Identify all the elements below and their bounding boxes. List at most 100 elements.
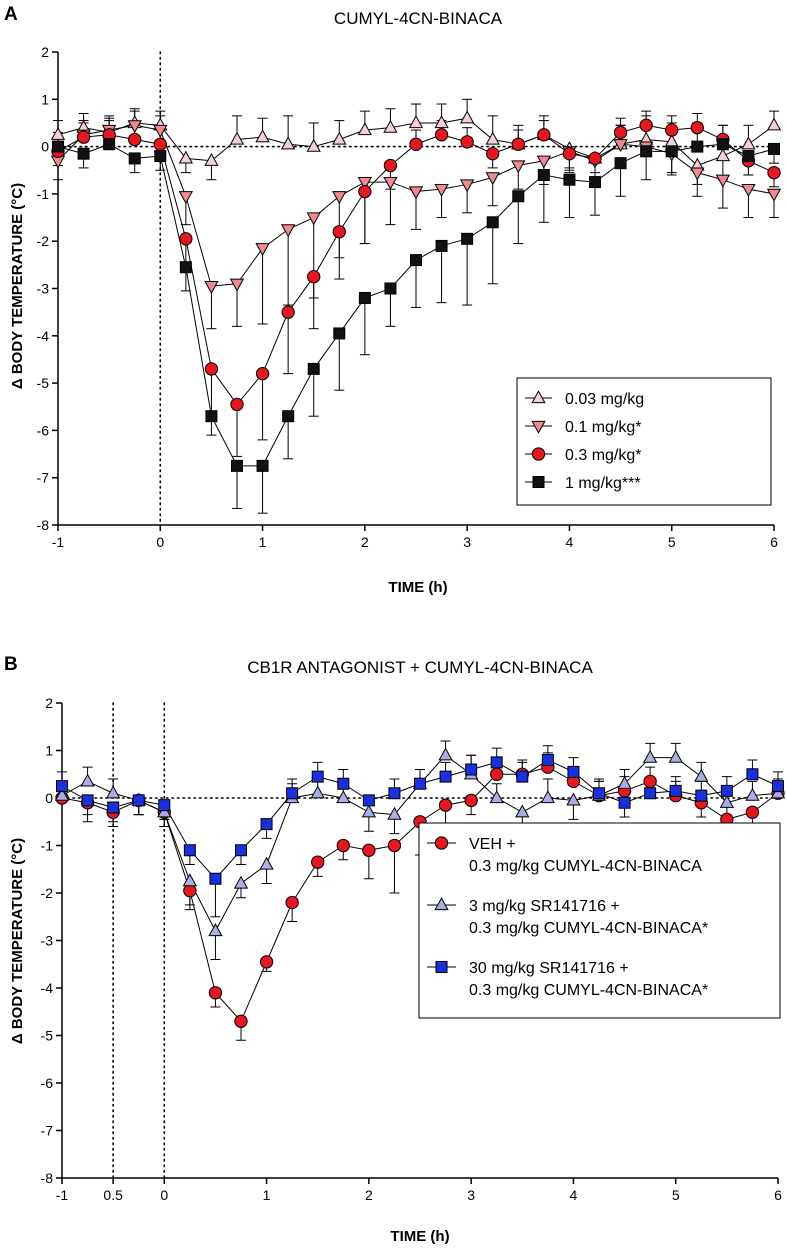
data-point [461,232,474,245]
panel-b-y-tick-label: -6 [41,1075,54,1091]
panel-b-y-axis-title: Δ BODY TEMPERATURE (°C) [9,838,26,1044]
data-point [208,923,223,937]
data-point [589,176,601,189]
panel-a-y-tick-label: -8 [37,517,50,533]
panel-a-plot-area: -8 -7 -6 -5 -4 -3 -2 -1 0 1 2 -1 0 1 2 3 4 5 6 [37,44,782,550]
panel-a-x-tick-label: -1 [52,534,65,550]
panel-b-title: CB1R ANTAGONIST + CUMYL-4CN-BINACA [247,658,593,677]
data-point [438,798,453,812]
panel-b-y-tick-label: -3 [41,933,54,949]
data-point [719,794,735,808]
data-point [485,131,500,145]
data-point [337,777,350,790]
data-point [280,224,296,238]
data-point [154,150,167,163]
data-point [566,792,581,806]
data-point [439,770,452,783]
panel-a-y-tick-label: -7 [37,470,50,486]
data-point [54,787,70,801]
data-point [362,843,376,857]
panel-b-x-tick-label: 5 [672,1187,680,1203]
data-point [388,787,401,800]
data-point [434,115,449,129]
panel-a-y-tick-label: -2 [37,233,50,249]
panel-b-y-tick-label: -4 [41,980,54,996]
panel-a-y-tick-label: 0 [41,139,49,155]
data-point [464,793,478,808]
data-point [255,129,270,143]
data-point [537,168,550,181]
data-point [438,747,453,761]
data-point [358,291,371,304]
panel-b: B CB1R ANTAGONIST + CUMYL-4CN-BINACA Δ B… [4,654,786,1245]
data-point [128,152,141,165]
data-point [490,767,504,781]
panel-b-x-tick-label: 1 [263,1187,271,1203]
data-point [103,138,116,151]
data-point [408,186,424,200]
panel-a-legend-marker [531,447,546,461]
data-point [618,796,631,809]
data-point [310,785,325,799]
data-point [259,955,274,969]
data-point [81,794,94,807]
data-point [387,806,402,820]
data-point [107,801,120,814]
panel-a-legend: 0.03 mg/kg 0.1 mg/kg* 0.3 mg/kg* 1 mg/kg*** [516,377,772,506]
data-point [153,137,167,151]
data-point [178,150,194,164]
data-point [642,749,658,763]
panel-a-letter: A [4,4,18,25]
data-point [204,152,219,166]
data-point [435,239,448,252]
data-point [485,172,500,186]
data-point [234,1014,248,1028]
data-point [332,131,347,145]
data-point [694,768,709,782]
data-point [280,136,296,150]
panel-a-legend-label: 0.03 mg/kg [565,391,644,408]
data-point [80,773,95,787]
panel-a-y-tick-label: -5 [37,375,50,391]
panel-a-x-tick-label: 5 [668,534,676,550]
data-point [229,278,245,292]
panel-b-x-tick-label: 4 [570,1187,578,1203]
panel-b-legend-label: VEH + [469,836,516,853]
data-point [716,138,729,151]
data-point [285,895,299,910]
data-point [383,158,398,173]
data-point [465,763,478,776]
data-point [434,184,449,198]
panel-b-legend-label-line2: 0.3 mg/kg CUMYL-4CN-BINACA* [469,982,708,999]
data-point [593,787,605,800]
data-point [459,110,475,124]
panel-b-y-tick-label: -7 [41,1123,54,1139]
panel-a-legend-label: 0.1 mg/kg* [565,419,641,436]
data-point [541,754,554,766]
data-point [745,805,760,819]
data-point [179,261,192,274]
panel-b-legend-marker [435,961,448,973]
panel-b-legend-label: 3 mg/kg SR141716 + [469,898,620,915]
data-point [617,775,632,789]
data-point [332,225,346,239]
data-point [745,787,760,801]
data-point [260,818,273,831]
data-point [384,282,397,295]
panel-b-legend: VEH + 0.3 mg/kg CUMYL-4CN-BINACA 3 mg/kg S… [418,822,781,1019]
data-point [205,410,218,423]
data-point [537,128,551,142]
panel-a-legend-box [516,377,772,506]
panel-a-y-tick-label: -1 [37,186,50,202]
panel-a-x-axis-title: TIME (h) [388,579,447,596]
data-point [489,790,504,804]
data-point [306,212,321,226]
data-point [770,785,786,799]
data-point [358,184,372,199]
panel-a-y-tick-label: -4 [37,328,50,344]
panel-b-x-axis-title: TIME (h) [390,1228,449,1245]
data-point [766,117,782,131]
data-point [410,254,422,267]
data-point [230,397,244,412]
